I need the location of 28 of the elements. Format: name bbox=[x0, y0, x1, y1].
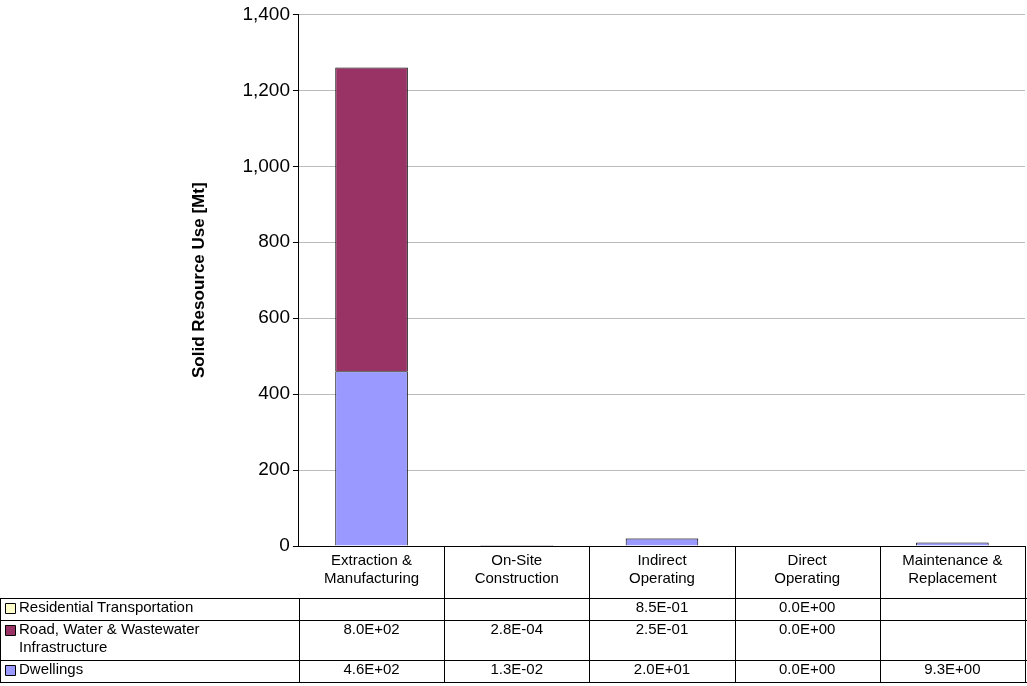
y-tick-label: 400 bbox=[258, 382, 290, 404]
x-tick-label: On-Site Construction bbox=[474, 551, 559, 587]
y-axis-title: Solid Resource Use [Mt] bbox=[188, 182, 208, 378]
data-label: 0.0E+00 bbox=[779, 598, 836, 616]
y-tick-label: 1,000 bbox=[242, 154, 290, 176]
x-tick-label: Direct Operating bbox=[774, 551, 841, 587]
data-label: 4.6E+02 bbox=[343, 660, 400, 678]
x-tick-label: Indirect Operating bbox=[629, 551, 695, 587]
legend-label: Dwellings bbox=[19, 660, 84, 678]
data-label: 8.5E-01 bbox=[635, 598, 689, 616]
legend-label: Residential Transportation bbox=[19, 598, 194, 616]
data-label: 0.0E+00 bbox=[779, 620, 836, 638]
y-tick-label: 1,400 bbox=[242, 2, 290, 24]
data-label: 8.0E+02 bbox=[343, 620, 400, 638]
y-tick-label: 1,200 bbox=[242, 78, 290, 100]
y-tick-label: 0 bbox=[279, 534, 290, 556]
data-label: 2.0E+01 bbox=[633, 660, 691, 678]
y-tick-label: 800 bbox=[258, 230, 290, 252]
data-label: 2.8E-04 bbox=[490, 620, 544, 638]
y-tick-label: 200 bbox=[258, 458, 290, 480]
x-tick-label: Extraction & Manufacturing bbox=[324, 551, 420, 587]
data-label: 2.5E-01 bbox=[635, 620, 689, 638]
legend-label: Road, Water & Wastewater Infrastructure bbox=[19, 620, 200, 656]
data-label: 0.0E+00 bbox=[779, 660, 836, 678]
data-label: 1.3E-02 bbox=[490, 660, 544, 678]
data-label: 9.3E+00 bbox=[924, 660, 981, 678]
y-tick-label: 600 bbox=[258, 306, 290, 328]
x-tick-label: Maintenance & Replacement bbox=[902, 551, 1003, 587]
